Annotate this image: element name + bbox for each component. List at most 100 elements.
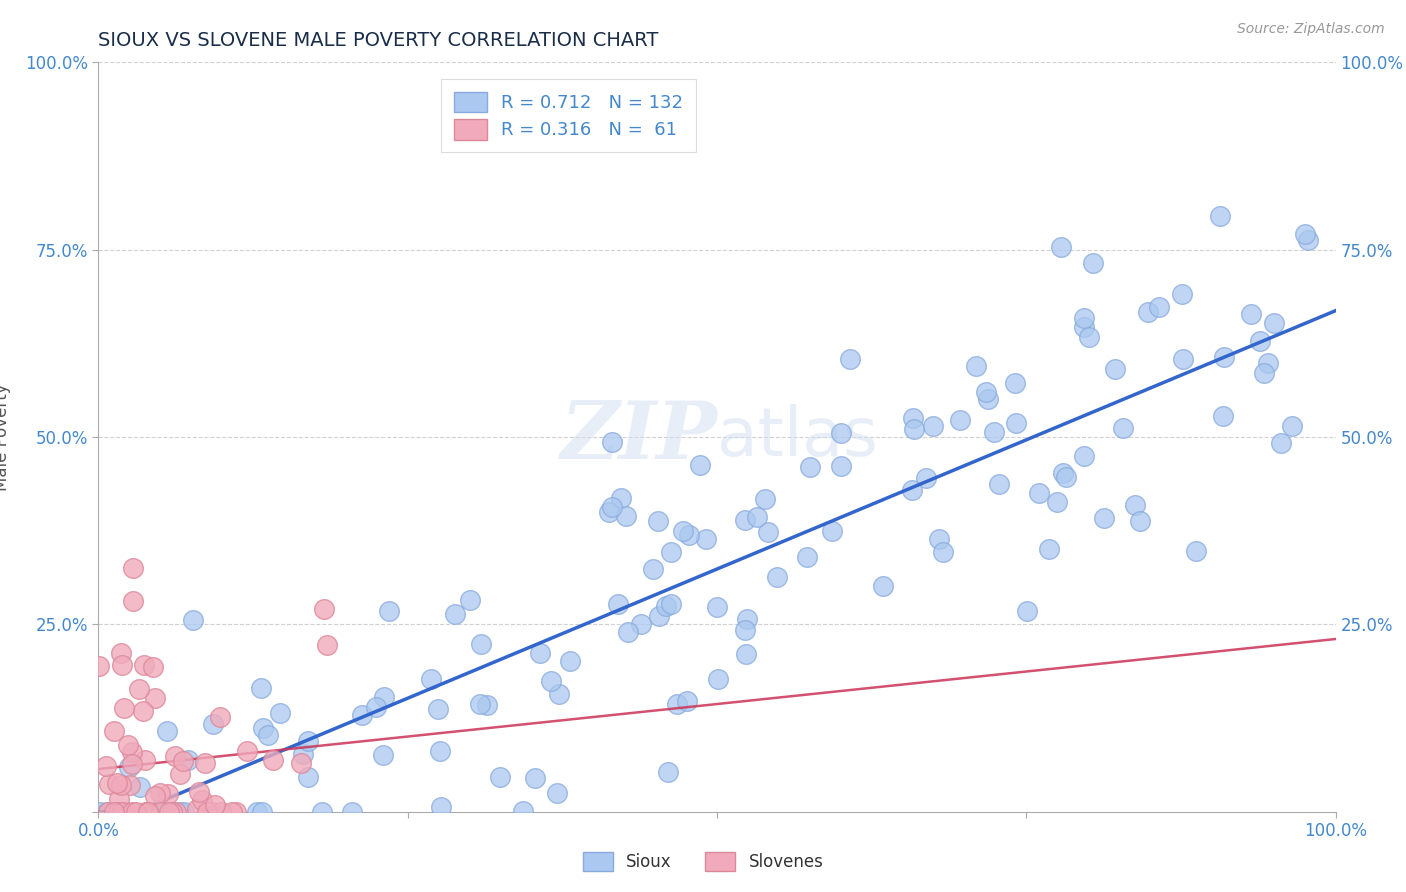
Point <box>965 359 987 374</box>
Point <box>600 435 623 450</box>
Point <box>1046 494 1069 508</box>
Point <box>125 805 148 819</box>
Point <box>830 425 852 440</box>
Point <box>314 602 336 616</box>
Point <box>96 805 118 819</box>
Point <box>136 805 159 819</box>
Point <box>734 513 756 527</box>
Point <box>107 805 129 819</box>
Point <box>470 637 492 651</box>
Text: atlas: atlas <box>717 404 877 470</box>
Point <box>209 710 232 724</box>
Point <box>977 392 1000 406</box>
Point <box>655 599 678 613</box>
Point <box>157 805 180 819</box>
Point <box>129 780 152 794</box>
Point <box>269 706 291 720</box>
Point <box>1112 421 1135 435</box>
Point <box>122 594 145 608</box>
Point <box>1249 334 1271 348</box>
Point <box>830 459 852 474</box>
Point <box>1123 498 1146 512</box>
Point <box>103 724 125 739</box>
Point <box>610 491 633 505</box>
Point <box>1239 307 1261 321</box>
Point <box>988 477 1011 491</box>
Point <box>706 599 728 614</box>
Point <box>169 767 191 781</box>
Point <box>1171 352 1194 367</box>
Point <box>292 747 315 762</box>
Point <box>607 597 630 611</box>
Point <box>297 770 319 784</box>
Point <box>107 805 129 819</box>
Point <box>1004 376 1026 390</box>
Point <box>475 698 498 712</box>
Point <box>1092 511 1115 525</box>
Point <box>616 624 638 639</box>
Point <box>657 764 679 779</box>
Point <box>87 658 110 673</box>
Point <box>373 747 395 762</box>
Point <box>111 805 134 819</box>
Point <box>195 805 218 819</box>
Point <box>249 681 271 695</box>
Point <box>256 728 278 742</box>
Point <box>165 805 187 819</box>
Point <box>796 550 818 565</box>
Point <box>820 524 842 539</box>
Point <box>290 756 312 770</box>
Point <box>1073 319 1095 334</box>
Point <box>735 647 758 661</box>
Point <box>128 682 150 697</box>
Point <box>558 654 581 668</box>
Text: SIOUX VS SLOVENE MALE POVERTY CORRELATION CHART: SIOUX VS SLOVENE MALE POVERTY CORRELATIO… <box>98 30 659 50</box>
Point <box>121 745 143 759</box>
Point <box>915 471 938 485</box>
Point <box>156 724 179 739</box>
Point <box>191 793 214 807</box>
Point <box>1104 362 1126 376</box>
Point <box>659 544 682 558</box>
Point <box>181 613 204 627</box>
Point <box>311 805 333 819</box>
Point <box>132 704 155 718</box>
Legend: R = 0.712   N = 132, R = 0.316   N =  61: R = 0.712 N = 132, R = 0.316 N = 61 <box>441 79 696 153</box>
Point <box>1257 356 1279 370</box>
Point <box>134 753 156 767</box>
Point <box>426 702 449 716</box>
Point <box>666 697 689 711</box>
Point <box>458 592 481 607</box>
Point <box>252 721 274 735</box>
Point <box>540 674 562 689</box>
Point <box>546 786 568 800</box>
Point <box>1128 514 1150 528</box>
Point <box>903 422 925 436</box>
Point <box>201 805 224 819</box>
Point <box>352 707 374 722</box>
Point <box>204 797 226 812</box>
Point <box>1270 435 1292 450</box>
Point <box>1081 256 1104 270</box>
Point <box>949 413 972 427</box>
Point <box>676 694 699 708</box>
Point <box>1171 287 1194 301</box>
Y-axis label: Male Poverty: Male Poverty <box>0 384 11 491</box>
Point <box>1281 419 1303 434</box>
Point <box>1073 311 1095 326</box>
Point <box>548 687 571 701</box>
Point <box>157 788 180 802</box>
Point <box>839 352 862 367</box>
Point <box>143 789 166 804</box>
Text: ZIP: ZIP <box>560 399 717 475</box>
Point <box>138 805 160 819</box>
Point <box>932 545 955 559</box>
Point <box>135 805 157 819</box>
Point <box>252 805 274 819</box>
Point <box>225 805 247 819</box>
Point <box>297 733 319 747</box>
Point <box>115 805 138 819</box>
Point <box>799 460 821 475</box>
Point <box>1005 417 1028 431</box>
Point <box>120 778 142 792</box>
